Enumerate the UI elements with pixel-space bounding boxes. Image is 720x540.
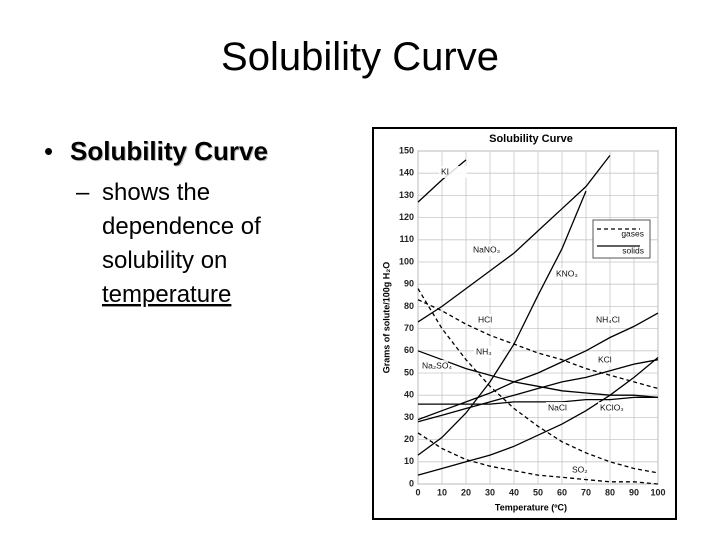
sub-bullet-line: solubility on (102, 247, 227, 274)
series-line (417, 432, 659, 485)
x-tick-label: 30 (485, 487, 495, 497)
series-label: NaNO₃ (473, 244, 500, 254)
x-tick-label: 60 (557, 487, 567, 497)
slide-title: Solubility Curve (221, 35, 499, 79)
series-label: KI (441, 166, 449, 176)
series-label: NaCl (548, 402, 567, 412)
series-label-bg (554, 268, 582, 280)
x-tick-label: 10 (437, 487, 447, 497)
y-tick-label: 0 (409, 478, 414, 488)
sub-bullet-line: temperature (102, 281, 231, 308)
sub-bullet-line: dependence of (102, 213, 261, 240)
legend-label: solids (622, 245, 644, 255)
series-label: NH₄Cl (596, 314, 620, 324)
y-tick-label: 100 (399, 256, 414, 266)
series-label-bg (596, 354, 624, 366)
series-line (417, 350, 659, 399)
y-tick-label: 150 (399, 145, 414, 155)
x-tick-label: 80 (605, 487, 615, 497)
series-line (417, 356, 659, 476)
chart: Solubility Curve010203040506070809010011… (381, 133, 665, 512)
x-tick-label: 40 (509, 487, 519, 497)
x-tick-label: 20 (461, 487, 471, 497)
x-tick-label: 90 (629, 487, 639, 497)
y-tick-label: 20 (404, 434, 414, 444)
x-tick-label: 70 (581, 487, 591, 497)
series-label-bg (474, 346, 502, 358)
series-label: NH₃ (476, 346, 492, 356)
y-tick-label: 70 (404, 323, 414, 333)
series-label: SO₂ (572, 464, 588, 474)
series-label-bg (570, 464, 598, 476)
y-tick-label: 60 (404, 345, 414, 355)
y-tick-label: 120 (399, 212, 414, 222)
bullet-text: Solubility Curve (70, 136, 268, 166)
series-line (417, 288, 659, 474)
sub-bullet: shows the dependence of solubility on tempe… (102, 179, 261, 308)
y-tick-label: 30 (404, 412, 414, 422)
series-label: KClO₃ (600, 402, 624, 412)
series-label-bg (476, 314, 504, 326)
series-label-bg (420, 360, 448, 372)
x-tick-label: 100 (650, 487, 665, 497)
y-axis-label: Grams of solute/100g H₂O (381, 262, 391, 374)
series-line (417, 359, 659, 423)
y-tick-label: 10 (404, 456, 414, 466)
series-line (417, 190, 587, 456)
series-label-bg (439, 166, 467, 178)
y-tick-label: 130 (399, 190, 414, 200)
x-axis-label: Temperature (ºC) (495, 502, 567, 512)
sub-bullet-line: shows the (102, 179, 210, 206)
y-tick-label: 140 (399, 168, 414, 178)
y-tick-label: 90 (404, 279, 414, 289)
series-line (417, 312, 659, 421)
series-label-bg (594, 314, 622, 326)
series-label-bg (471, 244, 499, 256)
x-tick-label: 50 (533, 487, 543, 497)
series-label-bg (546, 402, 574, 414)
series-label: HCl (478, 314, 492, 324)
y-tick-label: 110 (399, 234, 414, 244)
bullet-marker: • (44, 136, 53, 166)
y-tick-label: 50 (404, 367, 414, 377)
sub-bullet-dash: – (76, 179, 90, 206)
series-label: KNO₃ (556, 268, 578, 278)
y-tick-label: 80 (404, 301, 414, 311)
chart-title: Solubility Curve (489, 133, 573, 145)
series-line (418, 396, 658, 405)
y-tick-label: 40 (404, 390, 414, 400)
series-label-bg (598, 402, 626, 414)
bullet-shadow: Solubility Curve (71, 137, 269, 167)
series-label: KCl (598, 354, 612, 364)
legend-label: gases (621, 228, 644, 238)
x-tick-label: 0 (415, 487, 420, 497)
series-line (417, 299, 659, 390)
legend-box (592, 219, 651, 259)
series-line (417, 155, 611, 323)
series-label: Na₂SO₄ (422, 360, 452, 370)
